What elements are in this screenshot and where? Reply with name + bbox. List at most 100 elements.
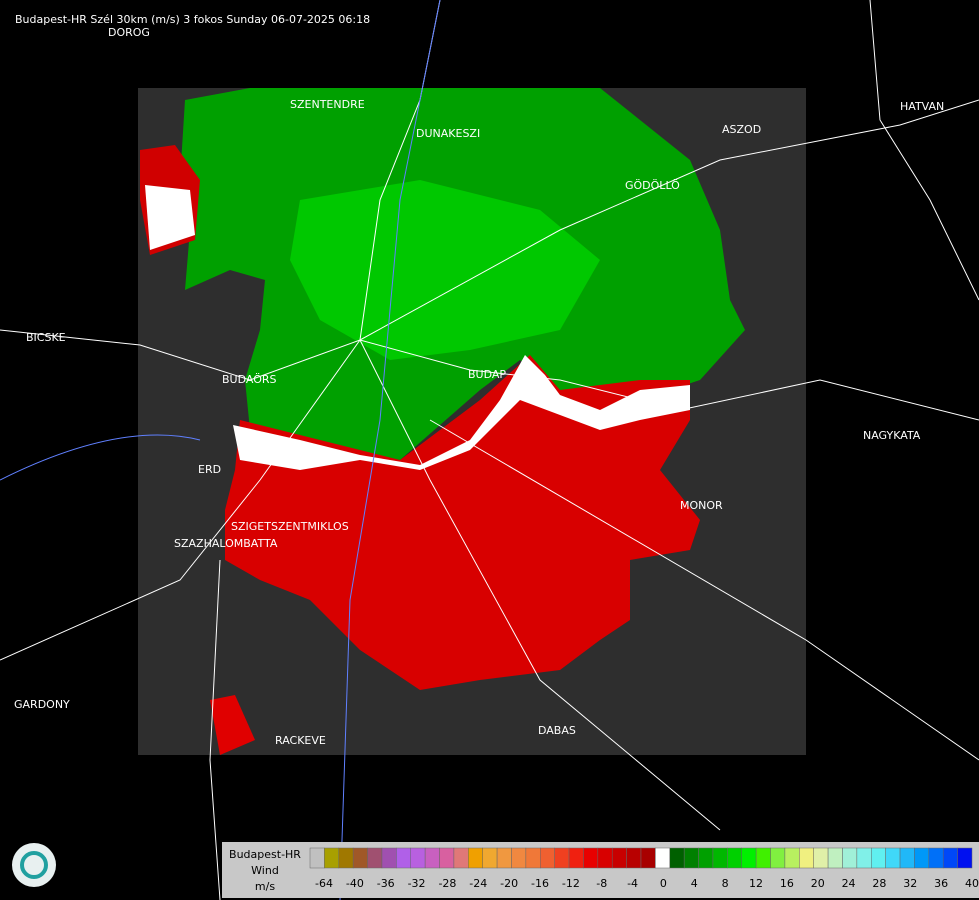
- color-swatch: [525, 847, 541, 869]
- legend-tick: -36: [377, 877, 395, 890]
- place-label: GÖDÖLLÖ: [625, 179, 680, 192]
- color-swatch: [770, 847, 786, 869]
- place-label: SZENTENDRE: [290, 98, 365, 111]
- legend-tick: 28: [872, 877, 886, 890]
- legend-tick: 40: [965, 877, 979, 890]
- place-label: ERD: [198, 463, 221, 476]
- echo: [210, 695, 255, 755]
- color-swatch: [554, 847, 570, 869]
- color-swatch: [367, 847, 383, 869]
- color-swatch: [396, 847, 411, 869]
- color-swatch: [928, 847, 944, 869]
- legend: Budapest-HR Wind m/s -64 -40 -36 -32 -28 -24-…: [222, 842, 979, 898]
- place-label: MONOR: [680, 499, 723, 512]
- color-swatch: [583, 847, 599, 869]
- color-swatch: [813, 847, 829, 869]
- place-label: DUNAKESZI: [416, 127, 480, 140]
- color-swatch: [453, 847, 469, 869]
- legend-tick: 24: [842, 877, 856, 890]
- color-swatch: [352, 847, 368, 869]
- color-swatch: [482, 847, 498, 869]
- legend-tick: -4: [627, 877, 638, 890]
- color-swatch: [741, 847, 757, 869]
- color-swatch: [468, 847, 483, 869]
- color-swatch: [727, 847, 742, 869]
- color-swatch: [942, 847, 958, 869]
- color-swatch: [655, 847, 671, 869]
- legend-tick: -24: [469, 877, 487, 890]
- color-swatch: [827, 847, 843, 869]
- legend-unit: m/s: [255, 880, 275, 893]
- place-label: BICSKE: [26, 331, 66, 344]
- color-swatch: [683, 847, 699, 869]
- logo: [12, 843, 56, 887]
- legend-tick: -64: [315, 877, 333, 890]
- color-swatch: [496, 847, 512, 869]
- legend-tick: -32: [408, 877, 426, 890]
- legend-tick: -20: [500, 877, 518, 890]
- color-swatch: [871, 847, 886, 869]
- place-label: BUDAP: [468, 368, 506, 381]
- color-swatch: [669, 847, 685, 869]
- color-swatch: [568, 847, 584, 869]
- color-swatch: [611, 847, 627, 869]
- color-swatch: [856, 847, 872, 869]
- danube: [339, 0, 441, 900]
- color-swatch: [799, 847, 814, 869]
- place-label: NAGYKATA: [863, 429, 921, 442]
- color-swatch: [842, 847, 858, 869]
- legend-tick: 8: [722, 877, 729, 890]
- logo-mark: [20, 851, 48, 879]
- color-swatch: [424, 847, 440, 869]
- color-swatch: [338, 847, 354, 869]
- color-swatch: [511, 847, 527, 869]
- color-swatch: [914, 847, 930, 869]
- legend-tick: -16: [531, 877, 549, 890]
- color-swatch: [755, 847, 771, 869]
- inbound-core: [290, 180, 600, 360]
- color-swatch: [698, 847, 714, 869]
- place-label: RACKEVE: [275, 734, 326, 747]
- legend-tick: 0: [660, 877, 667, 890]
- color-swatch: [640, 847, 656, 869]
- place-label: ASZOD: [722, 123, 761, 136]
- place-label: DOROG: [108, 26, 150, 39]
- legend-tick: -12: [562, 877, 580, 890]
- place-label: HATVAN: [900, 100, 944, 113]
- river: [0, 434, 201, 481]
- legend-tick: 32: [903, 877, 917, 890]
- place-label: DABAS: [538, 724, 576, 737]
- place-label: GARDONY: [14, 698, 70, 711]
- color-swatch: [784, 847, 800, 869]
- color-swatch: [309, 847, 325, 869]
- color-swatch: [381, 847, 397, 869]
- legend-tick: 36: [934, 877, 948, 890]
- color-swatch: [540, 847, 555, 869]
- place-label: SZIGETSZENTMIKLOS: [231, 520, 349, 533]
- color-swatch: [899, 847, 915, 869]
- outbound-wind: [225, 355, 700, 690]
- legend-station: Budapest-HR: [229, 848, 301, 861]
- color-swatch: [439, 847, 455, 869]
- color-swatch: [324, 847, 340, 869]
- legend-tick: -28: [438, 877, 456, 890]
- legend-tick: 16: [780, 877, 794, 890]
- place-label: SZAZHALOMBATTA: [174, 537, 278, 550]
- legend-quantity: Wind: [251, 864, 279, 877]
- color-swatch: [410, 847, 426, 869]
- place-label: BUDAÖRS: [222, 373, 277, 386]
- zero-line: [233, 355, 690, 470]
- color-swatch: [626, 847, 642, 869]
- legend-tick: -8: [596, 877, 607, 890]
- color-swatch: [885, 847, 901, 869]
- title: Budapest-HR Szél 30km (m/s) 3 fokos Sund…: [15, 13, 370, 26]
- color-swatch: [957, 847, 973, 869]
- legend-tick: -40: [346, 877, 364, 890]
- color-swatch: [597, 847, 613, 869]
- echo: [145, 185, 195, 250]
- legend-tick: 4: [691, 877, 698, 890]
- color-swatch: [712, 847, 728, 869]
- legend-tick: 20: [811, 877, 825, 890]
- legend-tick: 12: [749, 877, 763, 890]
